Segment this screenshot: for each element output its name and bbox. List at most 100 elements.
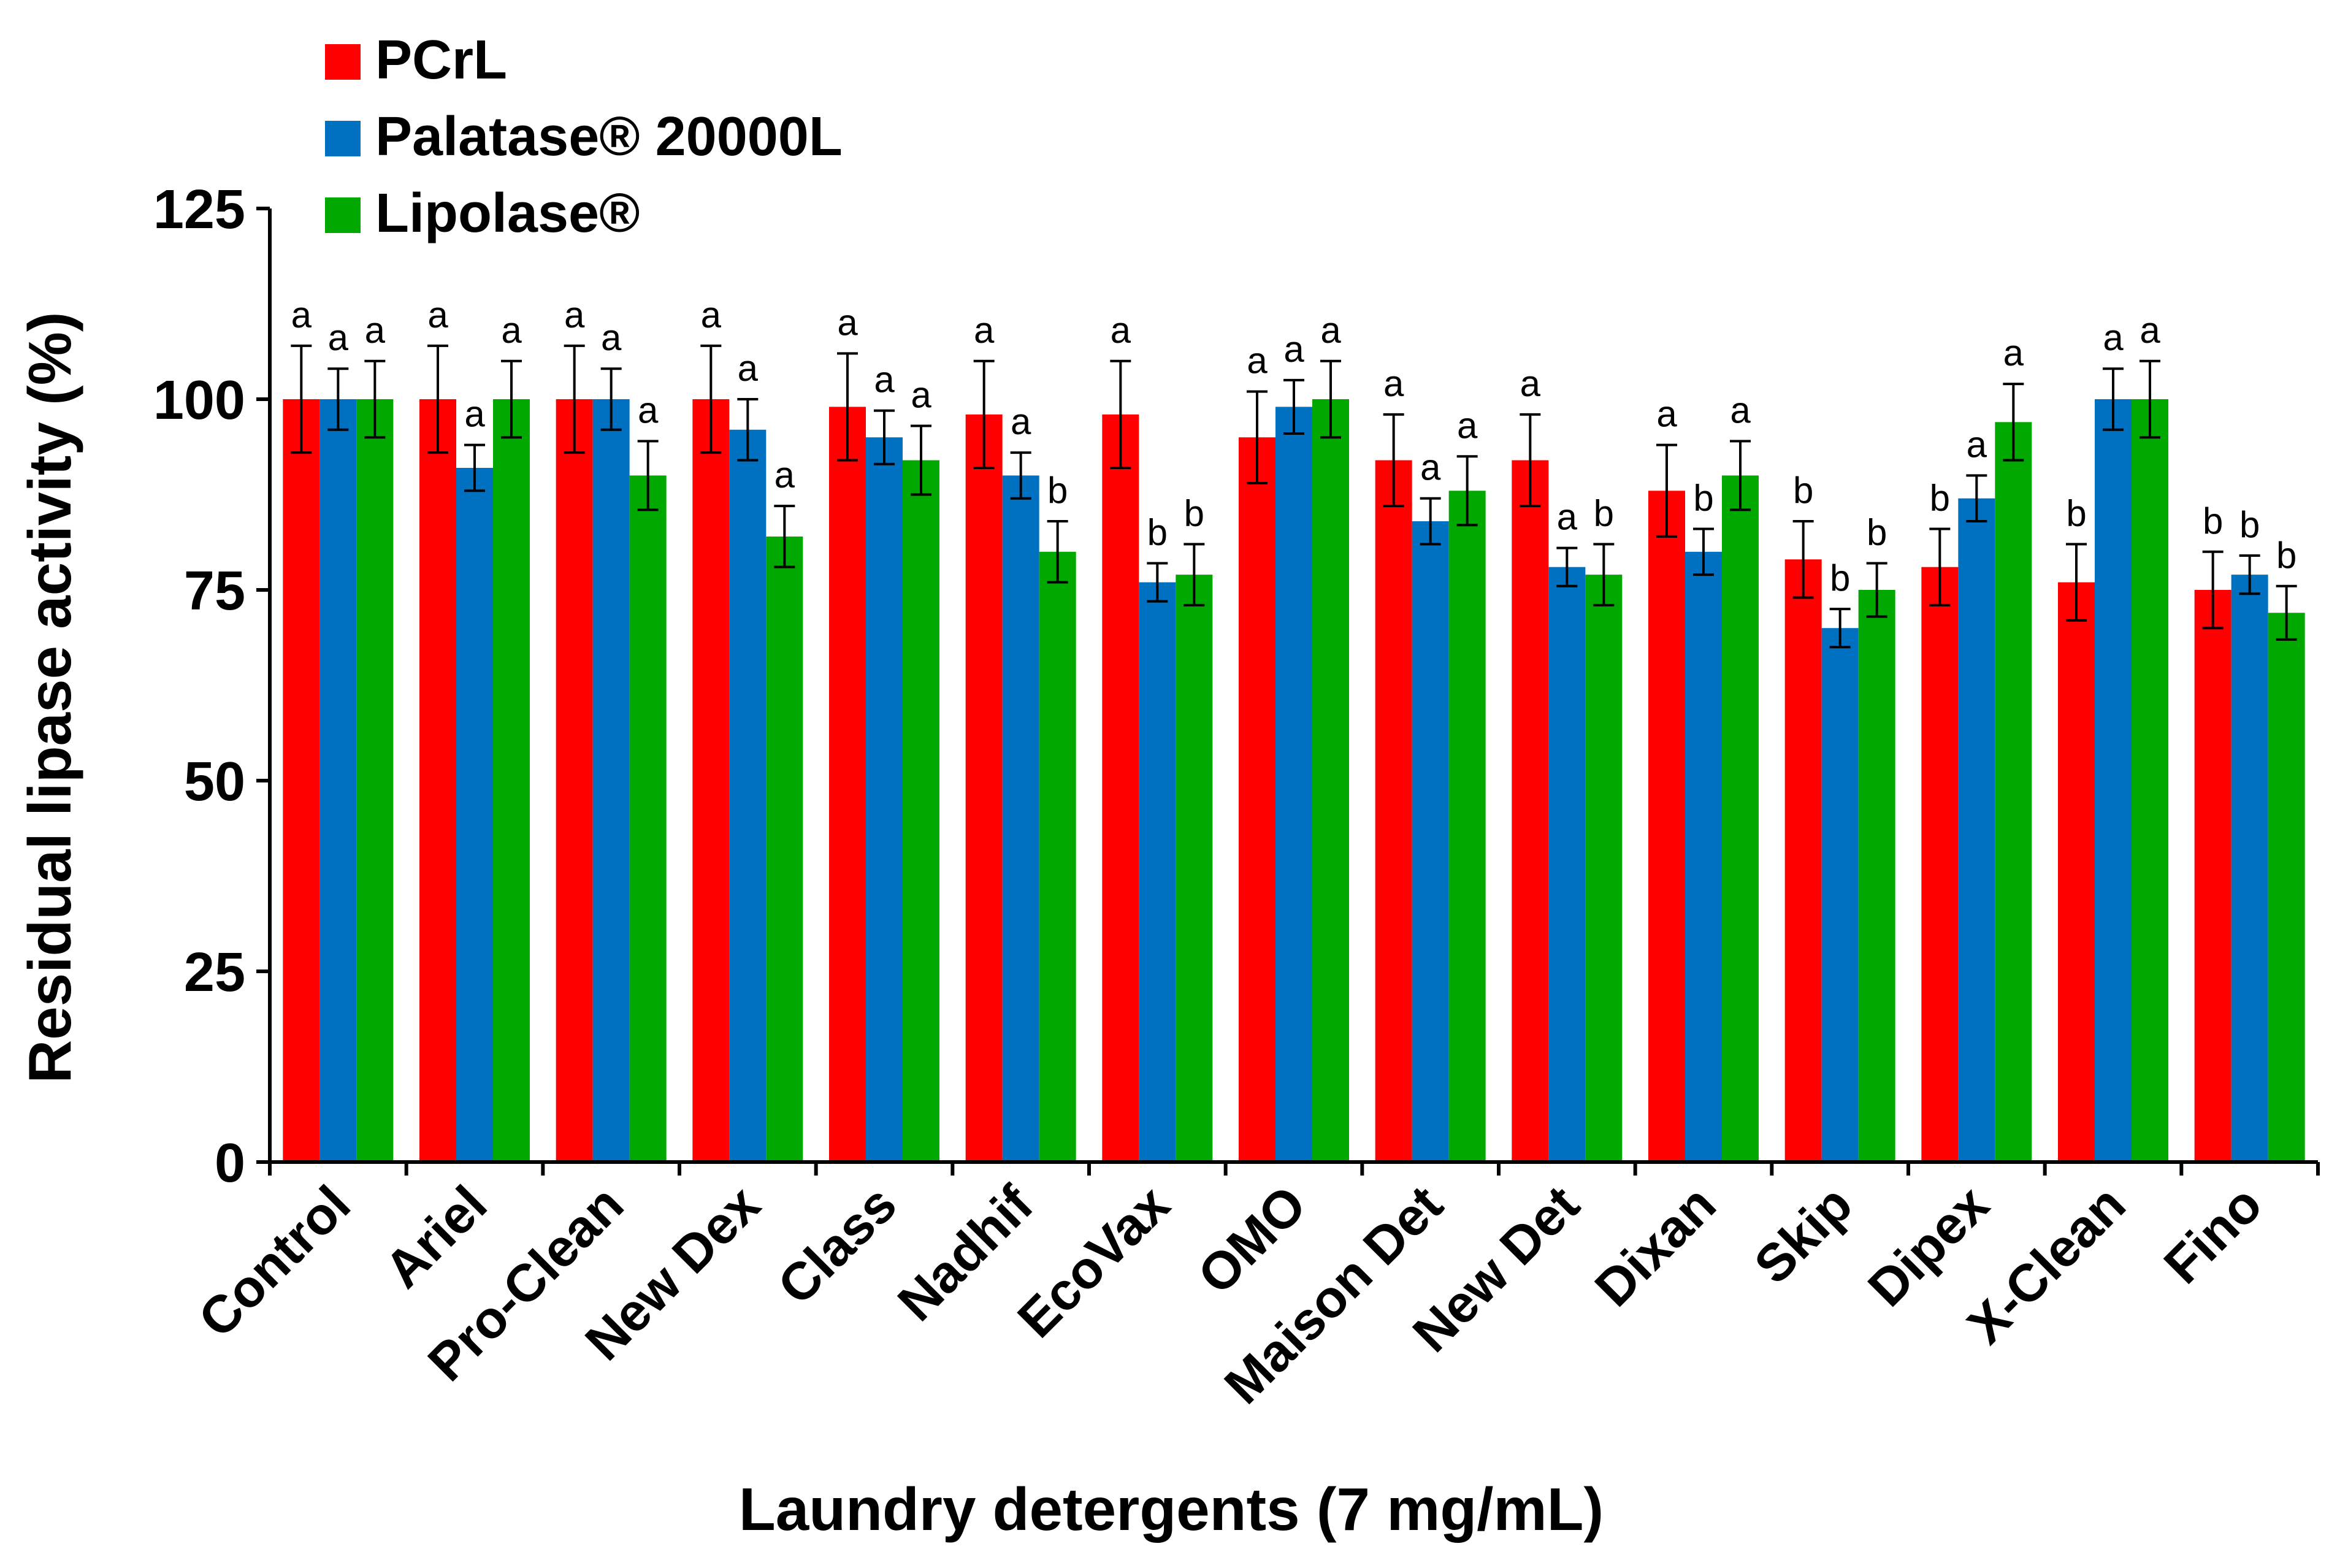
bar [1448,491,1486,1162]
y-tick-label: 0 [215,1133,245,1194]
significance-letter: b [1184,492,1204,534]
significance-letter: a [291,294,312,335]
x-tick-label: Class [767,1175,908,1316]
bar [729,429,767,1162]
significance-letter: a [365,310,386,351]
bar [1722,475,1759,1162]
significance-letter: a [2140,310,2160,351]
bar [1002,475,1039,1162]
x-tick-label: OMO [1187,1175,1317,1306]
x-tick-label: EcoVax [1007,1174,1181,1348]
significance-letter: a [1420,447,1441,488]
significance-letter: a [638,389,659,430]
significance-letter: a [564,294,585,335]
significance-letter: a [1557,497,1578,538]
significance-letter: b [1867,511,1887,553]
significance-letter: b [1147,511,1168,553]
legend: PCrL Palatase® 20000L Lipolase® [325,29,843,244]
significance-letter: b [2276,535,2296,576]
bar [866,437,903,1163]
significance-letter: a [464,394,485,435]
significance-letter: b [1047,470,1068,511]
bar [965,414,1003,1162]
x-tick-label: Ariel [373,1175,498,1299]
significance-letter: a [1383,363,1404,404]
bar [556,399,593,1162]
x-tick-label: Dixan [1584,1175,1727,1318]
significance-letter: a [1967,424,1987,465]
bar [1995,422,2032,1162]
x-axis-label: Laundry detergents (7 mg/mL) [739,1475,1604,1543]
bar [903,460,939,1162]
bar [1585,575,1623,1162]
significance-letter: a [701,294,722,335]
legend-label: Lipolase® [375,183,640,244]
significance-letter: a [1283,329,1304,370]
legend-label: Palatase® 20000L [375,106,843,167]
bar [1858,590,1895,1162]
bar [1685,551,1722,1162]
bar [2095,399,2132,1162]
bar [629,475,667,1162]
significance-letter: a [1247,340,1268,381]
significance-letter: b [1793,470,1813,511]
significance-letter: a [2103,317,2124,358]
bar [456,467,493,1163]
bar [319,399,357,1162]
significance-letter: a [2003,332,2024,373]
significance-letter: a [501,310,522,351]
bar [1312,399,1349,1162]
significance-letter: a [1656,394,1677,435]
bar [2268,613,2305,1162]
bar [1275,407,1312,1163]
significance-letter: a [1111,310,1131,351]
significance-letter: a [911,375,931,416]
significance-letter: b [1930,477,1950,518]
significance-letter: a [1730,389,1751,430]
bar [592,399,630,1162]
bar [283,399,320,1162]
significance-letter: a [427,294,448,335]
y-tick-label: 50 [184,751,245,813]
bar [2058,582,2095,1162]
legend-swatch [325,197,361,233]
bar [1039,551,1076,1162]
significance-letter: a [1520,363,1541,404]
bar [1239,437,1275,1163]
significance-letter: b [1830,557,1850,599]
bar [692,399,730,1162]
y-tick-label: 75 [184,560,245,622]
bar [766,536,803,1162]
significance-letter: b [2066,492,2086,534]
significance-letter: a [837,302,858,343]
legend-label: PCrL [375,29,507,91]
significance-letter: a [1320,310,1341,351]
significance-letter: a [774,454,795,495]
significance-letter: a [1457,405,1478,446]
y-axis: 0 25 50 75 100 125 [153,179,272,1194]
bar [1375,460,1412,1162]
bar [493,399,530,1162]
bar [1139,582,1176,1162]
bar [1648,491,1685,1162]
significance-letter: a [738,348,759,389]
y-axis-label: Residual lipase activity (%) [16,312,83,1083]
legend-swatch [325,121,361,156]
x-tick-label: Fino [2153,1175,2273,1295]
bar [829,407,866,1163]
bar [1512,460,1549,1162]
significance-letter: a [328,317,349,358]
bar [356,399,394,1162]
y-tick-label: 125 [153,179,245,240]
bar [2194,590,2231,1162]
bar [419,399,456,1162]
bar [1784,559,1822,1162]
significance-letter: b [1594,492,1614,534]
y-tick-label: 100 [153,370,245,431]
significance-letter: a [974,310,995,351]
bar [2231,575,2268,1162]
bar [1548,567,1586,1162]
